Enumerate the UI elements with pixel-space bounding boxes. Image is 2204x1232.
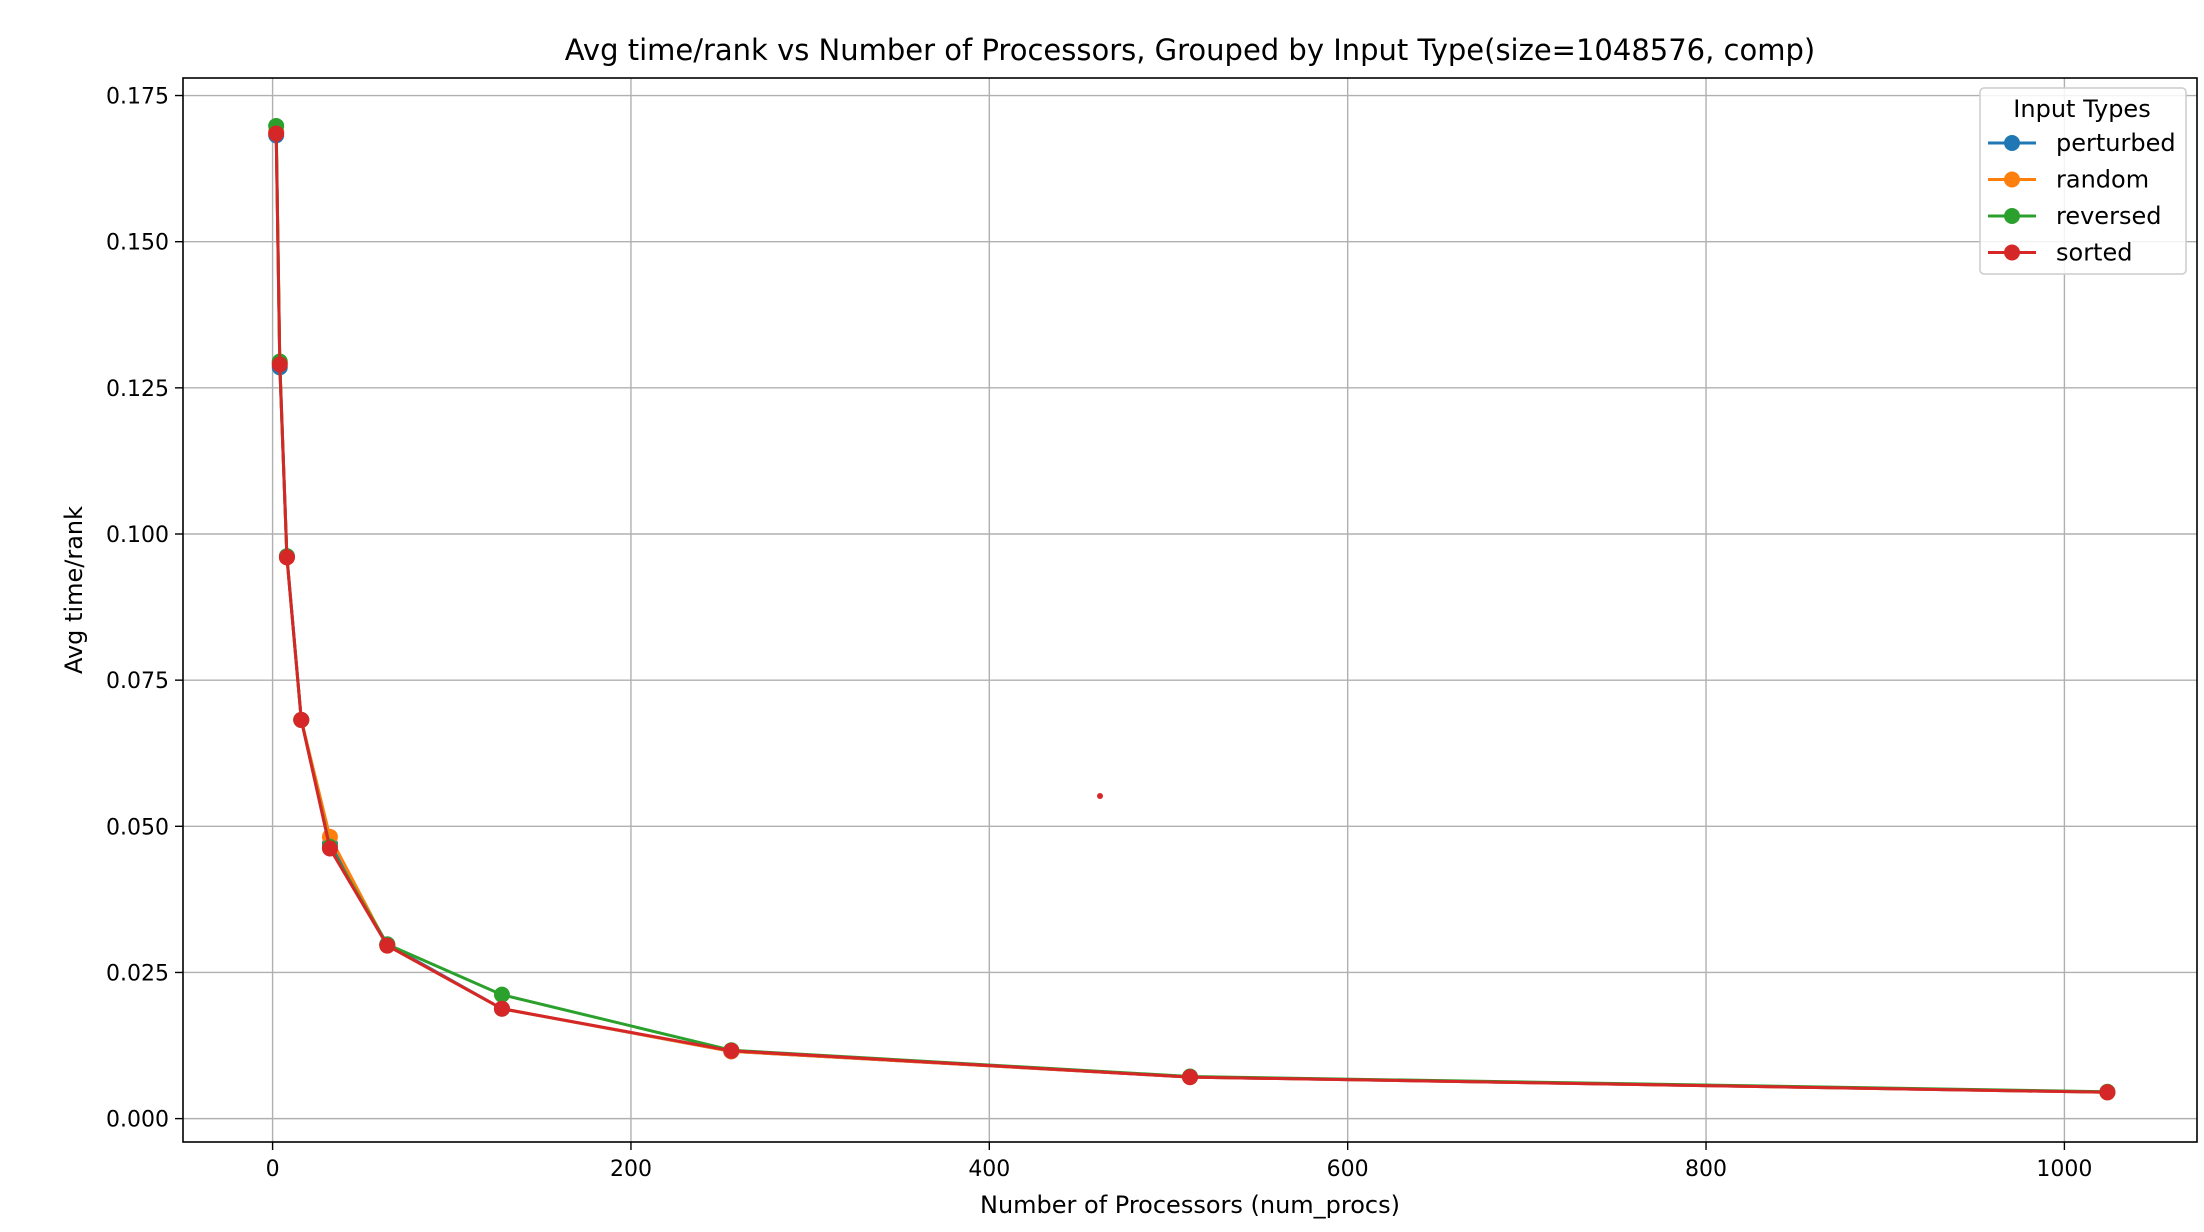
series-reversed [268,117,2116,1100]
legend-item-sorted: sorted [1988,239,2132,267]
legend-label: perturbed [2056,129,2176,157]
data-point-sorted [278,549,295,566]
x-tick-label: 400 [968,1157,1010,1182]
x-tick-label: 600 [1327,1157,1369,1182]
series-sorted [268,125,2116,1101]
y-tick-label: 0.125 [106,377,169,402]
legend: Input Types perturbed random reversed sorte… [1979,87,2187,275]
data-point-sorted [321,840,338,857]
x-tick-label: 200 [610,1157,652,1182]
series-random [268,123,2116,1101]
legend-items: perturbed random reversed sorted [1988,129,2176,267]
x-tick-label: 800 [1685,1157,1727,1182]
series-line-sorted [274,133,2108,1094]
y-axis-ticks: 0.000 0.025 0.050 0.075 0.100 0.125 0.150 0.175 [106,85,183,1133]
y-tick-label: 0.175 [106,85,169,110]
y-tick-label: 0.050 [106,815,169,840]
grid-lines [183,78,2197,1142]
series-line-reversed [274,125,2108,1094]
y-tick-label: 0.100 [106,523,169,548]
data-point-sorted [293,711,310,728]
x-tick-label: 1000 [2036,1157,2092,1182]
y-tick-label: 0.150 [106,231,169,256]
legend-swatch-marker [2004,244,2020,261]
legend-label: reversed [2056,202,2161,230]
data-point-reversed [493,986,510,1003]
data-point-sorted [379,937,396,954]
legend-item-reversed: reversed [1988,202,2161,230]
legend-label: sorted [2056,239,2132,267]
series-line-perturbed [274,135,2108,1094]
data-point-sorted [271,356,288,373]
legend-swatch-marker [2004,135,2020,151]
data-point-sorted [268,125,285,142]
y-tick-label: 0.000 [106,1108,169,1133]
legend-swatch-marker [2004,208,2020,224]
legend-swatch-marker [2004,171,2020,188]
x-tick-label: 0 [266,1157,280,1182]
legend-box [1979,87,2187,275]
y-tick-label: 0.075 [106,669,169,694]
stray-dot [1097,793,1103,799]
plot-area-frame [182,77,2198,1143]
legend-item-random: random [1988,166,2149,194]
series-line-random [274,131,2108,1094]
chart-title: Avg time/rank vs Number of Processors, G… [565,33,1815,67]
data-point-sorted [493,1000,510,1017]
legend-title: Input Types [2013,95,2150,123]
legend-item-perturbed: perturbed [1988,129,2176,157]
data-point-sorted [2099,1084,2116,1101]
data-point-sorted [1182,1069,1198,1086]
legend-label: random [2056,166,2149,194]
series-perturbed [268,127,2116,1101]
y-tick-label: 0.025 [106,961,169,986]
y-axis-label: Avg time/rank [60,506,88,674]
x-axis-ticks: 0 200 400 600 800 1000 [266,1142,2092,1182]
data-point-sorted [723,1042,740,1059]
x-axis-label: Number of Processors (num_procs) [980,1191,1400,1219]
series-layer [268,117,2116,1101]
